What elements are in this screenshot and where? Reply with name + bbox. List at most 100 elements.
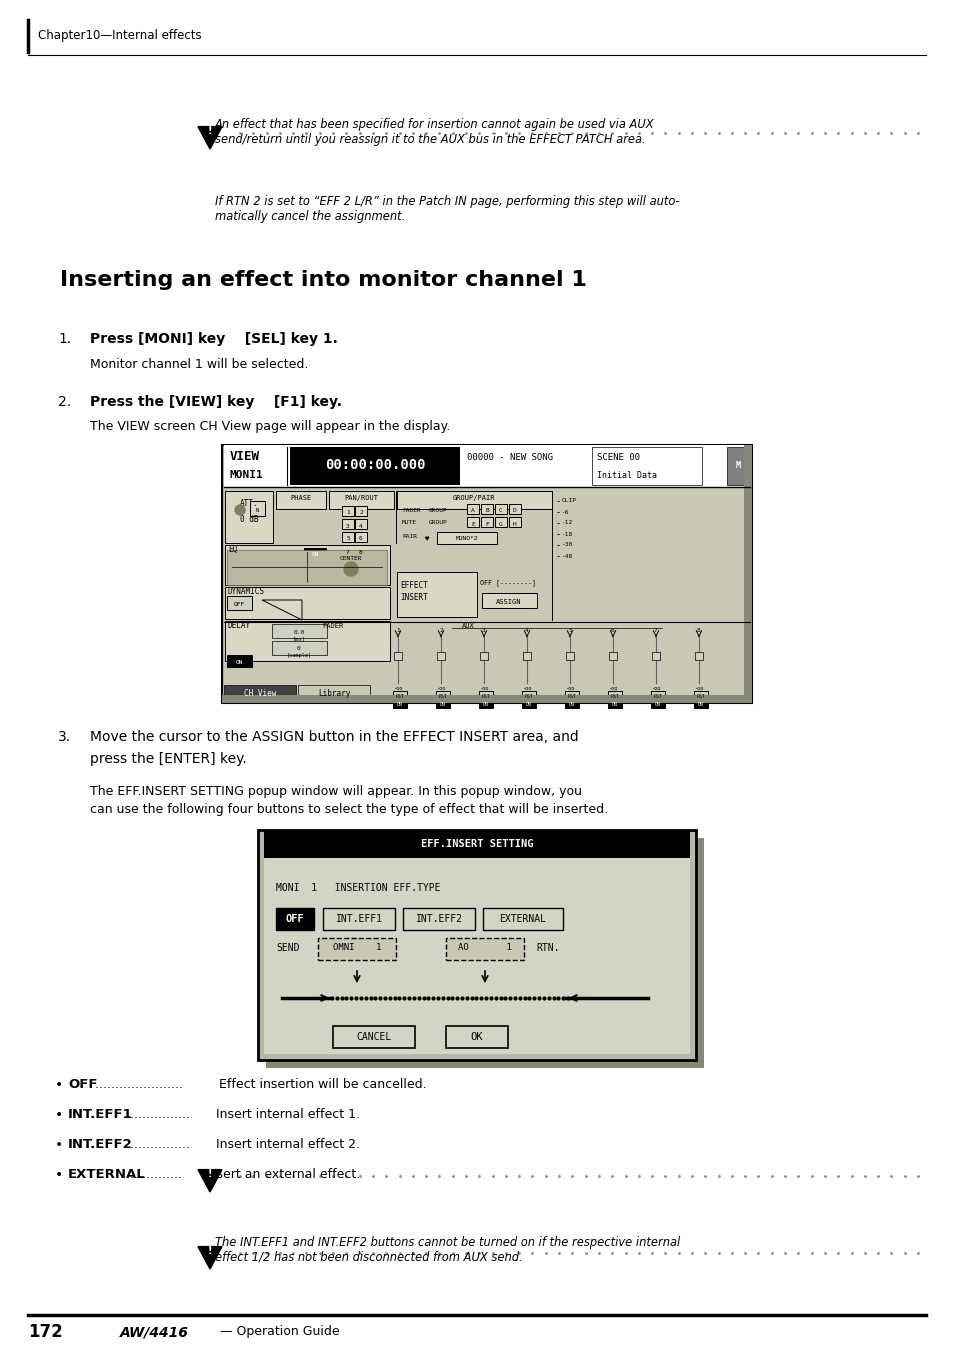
Text: [sample]: [sample] xyxy=(286,653,312,658)
Bar xyxy=(650,700,664,708)
Text: -oo: -oo xyxy=(393,685,402,690)
Bar xyxy=(227,655,252,667)
Bar xyxy=(467,517,478,527)
Text: CLIP: CLIP xyxy=(561,499,577,504)
Circle shape xyxy=(344,562,357,576)
Text: EFF.INSERT SETTING: EFF.INSERT SETTING xyxy=(420,839,533,848)
Text: Library: Library xyxy=(317,689,350,697)
Text: The INT.EFF1 and INT.EFF2 buttons cannot be turned on if the respective internal: The INT.EFF1 and INT.EFF2 buttons cannot… xyxy=(214,1236,679,1265)
Bar xyxy=(355,544,367,555)
Bar xyxy=(225,490,273,543)
Text: ON: ON xyxy=(612,703,618,708)
Bar xyxy=(224,444,749,486)
Text: 8: 8 xyxy=(697,628,700,634)
Bar xyxy=(436,653,444,661)
Text: 6: 6 xyxy=(358,536,362,542)
Text: -12: -12 xyxy=(561,520,573,526)
Text: OFF [--------]: OFF [--------] xyxy=(479,580,536,586)
Bar xyxy=(480,504,493,513)
Bar xyxy=(564,690,578,698)
Text: The EFF.INSERT SETTING popup window will appear. In this popup window, you: The EFF.INSERT SETTING popup window will… xyxy=(90,785,581,798)
Bar xyxy=(509,517,520,527)
Text: CANCEL: CANCEL xyxy=(356,1032,392,1042)
Text: GROUP: GROUP xyxy=(429,508,447,512)
Text: CENTER: CENTER xyxy=(339,555,362,561)
Bar xyxy=(436,700,450,708)
Bar xyxy=(225,544,390,585)
Text: INT.EFF2: INT.EFF2 xyxy=(68,1139,132,1151)
Text: 0: 0 xyxy=(296,647,300,651)
Text: .............: ............. xyxy=(126,1169,182,1182)
Text: 6: 6 xyxy=(611,628,615,634)
Text: ON: ON xyxy=(655,703,660,708)
Text: PHASE: PHASE xyxy=(290,494,312,501)
Text: -oo: -oo xyxy=(478,685,488,690)
Text: Chapter10—Internal effects: Chapter10—Internal effects xyxy=(38,28,201,42)
Bar xyxy=(266,838,703,1069)
Text: -18: -18 xyxy=(561,531,573,536)
Text: 1: 1 xyxy=(395,628,399,634)
Bar xyxy=(224,685,295,701)
Text: EXTERNAL: EXTERNAL xyxy=(499,915,546,924)
Text: G: G xyxy=(498,521,502,527)
Bar xyxy=(564,700,578,708)
Text: 4: 4 xyxy=(524,628,528,634)
Text: Press the [VIEW] key    [F1] key.: Press the [VIEW] key [F1] key. xyxy=(90,394,341,409)
Bar xyxy=(272,640,327,655)
Text: GROUP: GROUP xyxy=(429,520,447,526)
Text: PAIR: PAIR xyxy=(401,535,416,539)
Text: MONI  1   INSERTION EFF.TYPE: MONI 1 INSERTION EFF.TYPE xyxy=(275,884,440,893)
Bar xyxy=(607,700,621,708)
Text: ATT.: ATT. xyxy=(239,499,258,508)
Bar xyxy=(650,690,664,698)
Text: Initial Data: Initial Data xyxy=(597,470,657,480)
Text: EQ: EQ xyxy=(228,544,237,554)
Text: ON: ON xyxy=(698,703,703,708)
Bar xyxy=(446,1025,507,1048)
Bar xyxy=(446,938,523,961)
Circle shape xyxy=(234,505,245,515)
Text: PST: PST xyxy=(395,693,404,698)
Text: N: N xyxy=(255,508,258,512)
Text: Inserting an effect into monitor channel 1: Inserting an effect into monitor channel… xyxy=(60,270,586,290)
Text: ASSIGN: ASSIGN xyxy=(496,598,521,605)
Text: ON: ON xyxy=(569,703,575,708)
Bar xyxy=(521,700,536,708)
Text: -30: -30 xyxy=(561,543,573,547)
Text: ...............: ............... xyxy=(126,1139,190,1151)
Text: PST: PST xyxy=(524,693,533,698)
Text: DYNAMICS: DYNAMICS xyxy=(228,588,265,597)
Text: 1: 1 xyxy=(346,511,350,516)
Text: E: E xyxy=(471,521,475,527)
Text: ♥: ♥ xyxy=(424,536,429,542)
Text: Insert internal effect 2.: Insert internal effect 2. xyxy=(215,1139,359,1151)
Bar xyxy=(693,690,707,698)
Text: !: ! xyxy=(208,1246,212,1256)
Bar xyxy=(402,908,475,929)
Bar xyxy=(222,694,751,703)
Bar xyxy=(651,653,659,661)
Text: PAN/ROUT: PAN/ROUT xyxy=(344,494,377,501)
Bar xyxy=(333,1025,415,1048)
Bar xyxy=(393,690,407,698)
Bar xyxy=(225,586,390,619)
Bar xyxy=(478,690,493,698)
Text: FADER: FADER xyxy=(401,508,420,512)
Text: ......................: ...................... xyxy=(91,1078,183,1092)
Text: •: • xyxy=(55,1169,63,1182)
Bar xyxy=(275,490,326,509)
Text: -oo: -oo xyxy=(565,685,574,690)
Text: ON: ON xyxy=(439,703,445,708)
Text: H: H xyxy=(513,521,517,527)
Text: Press [MONI] key    [SEL] key 1.: Press [MONI] key [SEL] key 1. xyxy=(90,332,337,346)
Text: -oo: -oo xyxy=(436,685,445,690)
Text: 2: 2 xyxy=(438,628,442,634)
Text: The VIEW screen CH View page will appear in the display.: The VIEW screen CH View page will appear… xyxy=(90,420,450,434)
Text: -oo: -oo xyxy=(694,685,703,690)
Text: •: • xyxy=(55,1108,63,1121)
Text: PST: PST xyxy=(481,693,490,698)
Text: INT.EFF2: INT.EFF2 xyxy=(416,915,462,924)
Text: M: M xyxy=(735,461,740,470)
Text: PST: PST xyxy=(567,693,576,698)
Bar xyxy=(565,653,574,661)
